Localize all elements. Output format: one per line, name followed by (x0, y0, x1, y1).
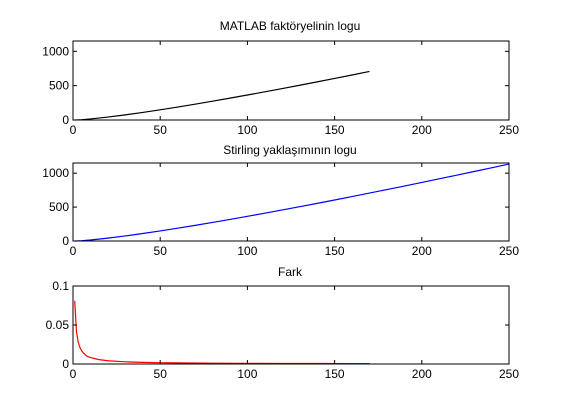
x-tick-label: 200 (412, 244, 432, 258)
x-tick-label: 100 (237, 367, 257, 381)
subplot-3-x-ticks: 0 50 100 150 200 250 (70, 286, 519, 381)
subplot-1-axes-box (72, 40, 510, 121)
x-tick-label: 200 (412, 367, 432, 381)
x-tick-label: 50 (154, 244, 168, 258)
x-tick-label: 250 (499, 244, 519, 258)
subplot-2-series-line (74, 163, 510, 242)
x-tick-label: 150 (325, 367, 345, 381)
y-tick-label: 500 (49, 79, 69, 93)
subplot-2: Stirling yaklaşımının logu 0 50 100 150 200 2… (42, 143, 519, 258)
x-tick-label: 250 (499, 367, 519, 381)
x-tick-label: 50 (154, 123, 168, 137)
subplot-3-title: Fark (278, 265, 303, 279)
subplot-2-x-ticks: 0 50 100 150 200 250 (70, 163, 519, 258)
subplot-3-y-ticks: 0 0.05 0.1 (46, 279, 509, 371)
subplot-3: Fark 0 50 100 150 200 250 0 0.05 0.1 (46, 265, 520, 381)
x-tick-label: 250 (499, 123, 519, 137)
x-tick-label: 150 (325, 244, 345, 258)
x-tick-label: 100 (237, 123, 257, 137)
subplot-2-y-ticks: 0 500 1000 (42, 166, 509, 248)
x-tick-label: 0 (70, 244, 77, 258)
y-tick-label: 0 (62, 234, 69, 248)
x-tick-label: 150 (325, 123, 345, 137)
y-tick-label: 500 (49, 200, 69, 214)
subplot-1-series-line (74, 70, 370, 121)
subplot-1-title: MATLAB faktöryelinin logu (220, 19, 361, 33)
x-tick-label: 0 (70, 123, 77, 137)
y-tick-label: 1000 (42, 166, 69, 180)
subplot-1-y-ticks: 0 500 1000 (42, 44, 509, 127)
subplot-2-axes-box (72, 162, 510, 242)
y-tick-label: 0 (62, 357, 69, 371)
x-tick-label: 50 (154, 367, 168, 381)
subplot-2-title: Stirling yaklaşımının logu (223, 143, 356, 157)
x-tick-label: 200 (412, 123, 432, 137)
y-tick-label: 0.05 (46, 318, 70, 332)
x-tick-label: 0 (70, 367, 77, 381)
x-tick-label: 100 (237, 244, 257, 258)
y-tick-label: 0 (62, 113, 69, 127)
y-tick-label: 0.1 (52, 279, 69, 293)
subplot-3-series-line (74, 300, 370, 365)
y-tick-label: 1000 (42, 44, 69, 58)
subplot-1: MATLAB faktöryelinin logu 0 50 100 150 200 25… (42, 19, 519, 137)
subplot-1-x-ticks: 0 50 100 150 200 250 (70, 41, 519, 137)
